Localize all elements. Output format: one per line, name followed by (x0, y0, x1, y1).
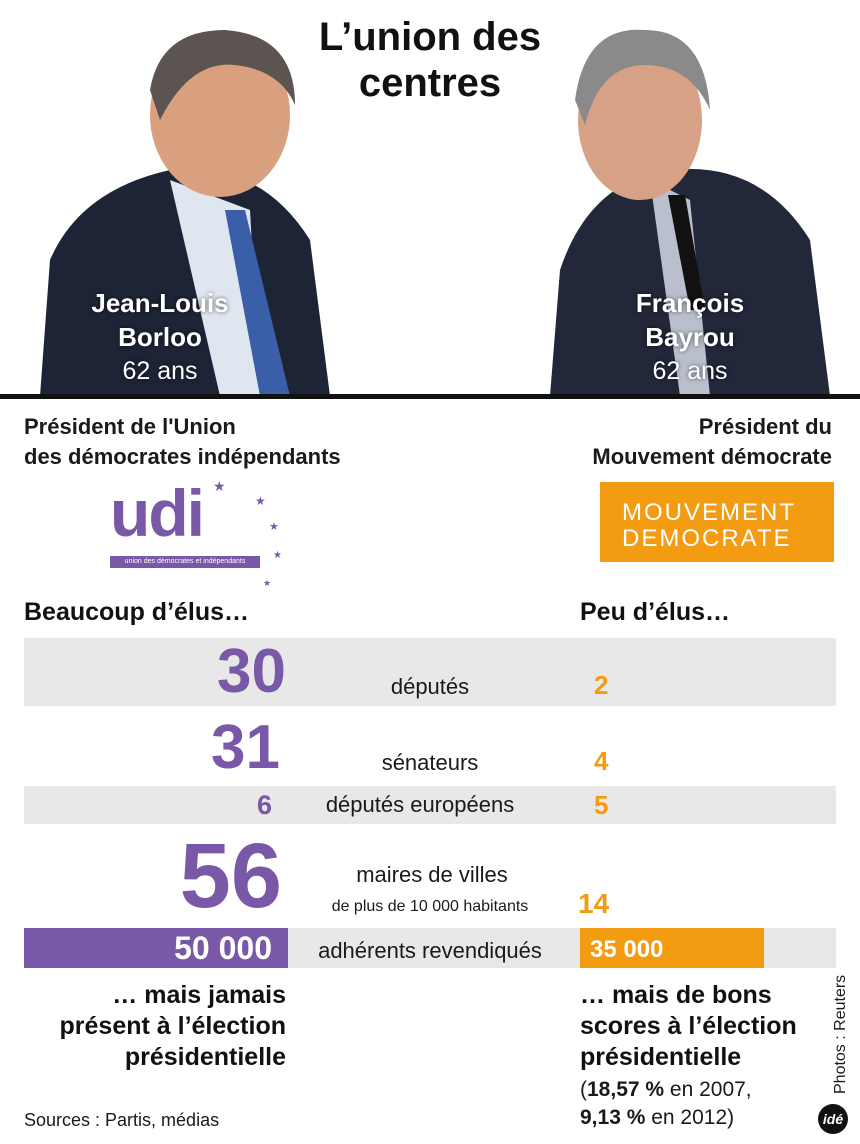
star-icon: ★ (213, 478, 226, 494)
udi-maires: 56 (179, 825, 282, 927)
star-icon: ★ (255, 494, 266, 508)
stat-band (24, 786, 836, 824)
udi-senateurs: 31 (211, 713, 280, 782)
udi-europeens: 6 (256, 790, 272, 820)
udi-conclusion: … mais jamais présent à l’élection prési… (59, 981, 286, 1071)
udi-logo: udi union des démocrates et indépendants… (110, 476, 282, 588)
star-icon: ★ (269, 521, 279, 533)
photo-credit: Photos : Reuters (832, 974, 849, 1094)
bayrou-photo (540, 10, 860, 396)
bayrou-role: Président du Mouvement démocrate (592, 414, 832, 469)
udi-members: 50 000 (174, 930, 272, 966)
modem-senateurs: 4 (594, 746, 609, 776)
borloo-name: Jean-Louis Borloo 62 ans (91, 288, 229, 385)
udi-heading: Beaucoup d’élus… (24, 598, 250, 626)
divider-line (0, 394, 860, 399)
modem-deputes: 2 (594, 670, 609, 700)
modem-europeens: 5 (594, 790, 609, 820)
star-icon: ★ (273, 550, 282, 561)
page-title: L’union des centres (318, 15, 542, 105)
stat-band (24, 638, 836, 706)
stat-label-deputes: députés (390, 674, 470, 699)
udi-deputes: 30 (217, 637, 286, 706)
stat-label-members: adhérents revendiqués (318, 938, 542, 963)
stat-label-europeens: députés européens (325, 792, 515, 817)
modem-conclusion: … mais de bons scores à l’élection prési… (580, 981, 797, 1071)
ide-logo: idé (818, 1104, 848, 1134)
modem-logo: MOUVEMENT DEMOCRATE (600, 482, 834, 562)
udi-members-bar (24, 928, 288, 968)
star-icon: ★ (263, 578, 272, 588)
bayrou-name: François Bayrou 62 ans (635, 288, 745, 385)
modem-members: 35 000 (590, 936, 664, 963)
modem-heading: Peu d’élus… (580, 598, 731, 626)
modem-scores: (18,57 % en 2007, 9,13 % en 2012) (580, 1078, 752, 1129)
stat-label-senateurs: sénateurs (381, 750, 479, 775)
stat-label-maires-sub: de plus de 10 000 habitants (331, 898, 529, 915)
modem-maires: 14 (578, 888, 610, 919)
modem-members-bar (580, 928, 764, 968)
stat-label-maires: maires de villes (356, 862, 508, 887)
sources: Sources : Partis, médias (24, 1110, 220, 1130)
borloo-photo (20, 10, 340, 396)
borloo-role: Président de l'Union des démocrates indé… (24, 414, 341, 469)
